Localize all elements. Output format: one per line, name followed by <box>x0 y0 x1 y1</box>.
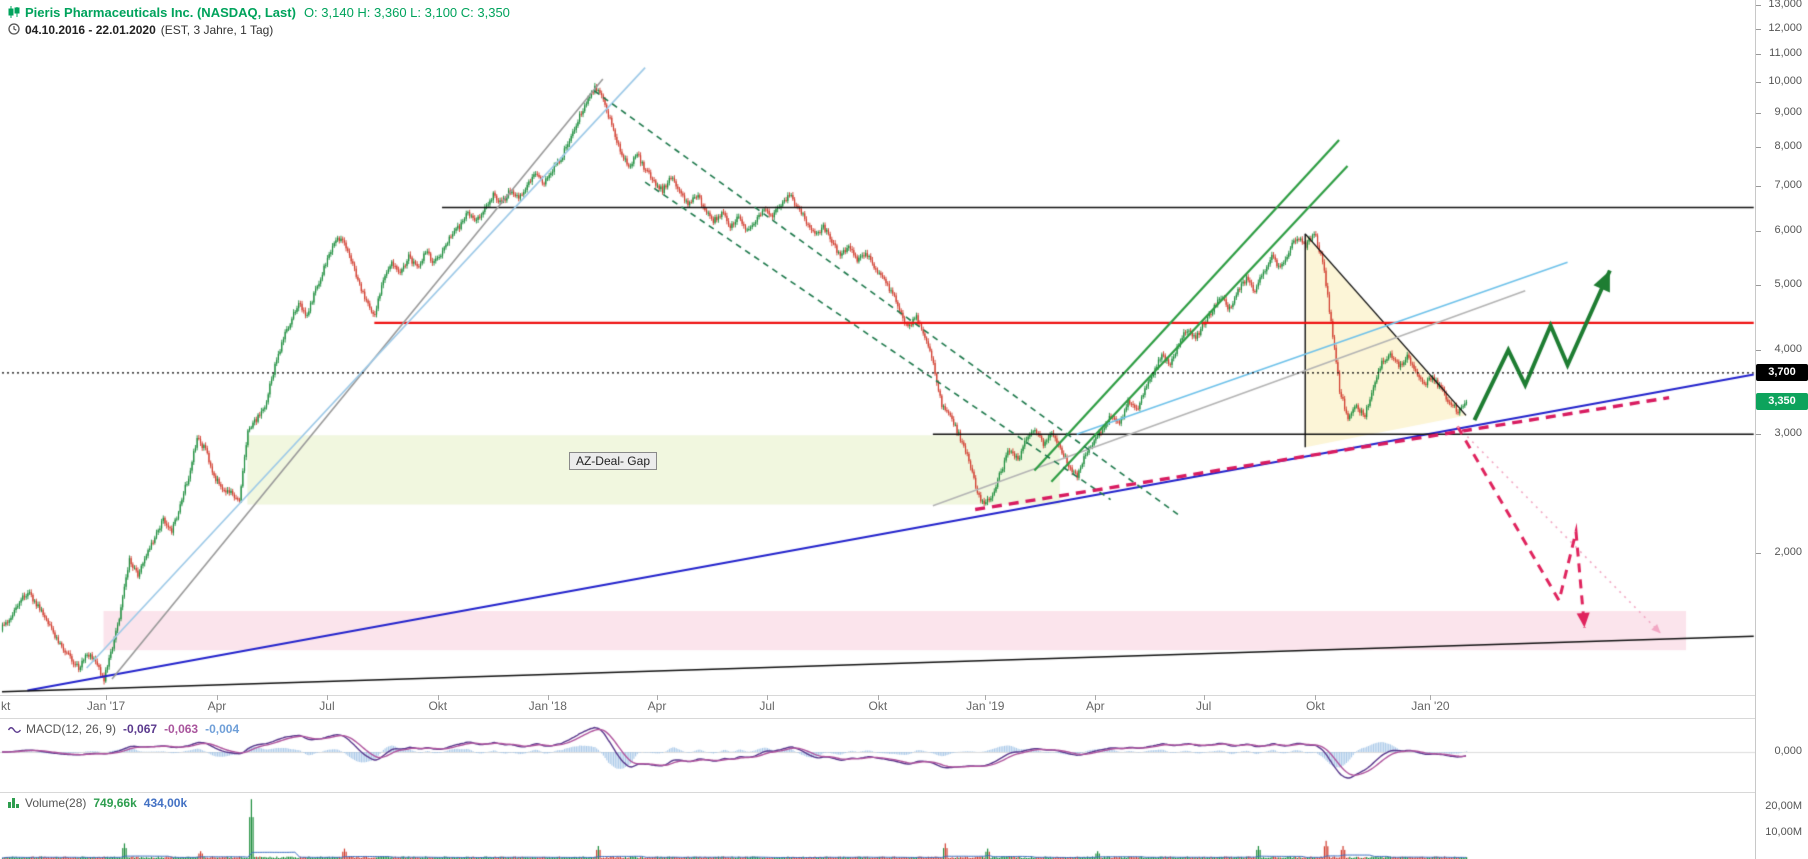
macd-value: -0,067 <box>123 722 158 736</box>
x-axis-tick <box>438 695 439 700</box>
date-range: 04.10.2016 - 22.01.2020 <box>25 23 156 37</box>
y-axis-label: 2,000 <box>1774 545 1802 558</box>
y-axis-tick <box>1756 82 1761 83</box>
x-axis-label: Jan '19 <box>966 699 1005 713</box>
y-axis-tick <box>1756 147 1761 148</box>
macd-signal-value: -0,063 <box>164 722 199 736</box>
y-axis-tick <box>1756 5 1761 6</box>
y-axis-label: 3,000 <box>1774 427 1802 440</box>
x-axis-label: Apr <box>1086 699 1105 713</box>
x-axis-label: Okt <box>868 699 888 713</box>
x-axis-label: Jan '18 <box>528 699 567 713</box>
macd-legend: MACD(12, 26, 9) -0,067 -0,063 -0,004 <box>7 722 240 737</box>
x-axis-label: Jan '20 <box>1411 699 1450 713</box>
x-axis-label: Okt <box>428 699 448 713</box>
xaxis-macd-separator <box>0 718 1808 719</box>
macd-axis-label: 0,000 <box>1774 745 1802 757</box>
x-axis-tick <box>878 695 879 700</box>
date-range-legend: 04.10.2016 - 22.01.2020 (EST, 3 Jahre, 1 … <box>8 23 273 38</box>
volume-ma-value: 434,00k <box>143 796 188 810</box>
x-axis-label: Jul <box>759 699 775 713</box>
volume-value: 749,66k <box>93 796 137 810</box>
x-axis-label: Jan '17 <box>86 699 126 713</box>
y-axis-tick <box>1756 350 1761 351</box>
x-axis-tick <box>1095 695 1096 700</box>
macd-indicator-canvas[interactable] <box>0 718 1755 792</box>
x-axis-label: Apr <box>647 699 667 713</box>
y-axis-label: 12,000 <box>1768 21 1802 34</box>
y-axis-label: 5,000 <box>1774 277 1802 290</box>
clock-icon <box>8 23 20 38</box>
x-axis-tick <box>1430 695 1431 700</box>
instrument-legend: Pieris Pharmaceuticals Inc. (NASDAQ, Las… <box>8 5 510 21</box>
y-axis-tick <box>1756 285 1761 286</box>
macd-volume-separator <box>0 792 1808 793</box>
macd-hist-value: -0,004 <box>205 722 240 736</box>
x-axis-label: Jul <box>1195 699 1212 713</box>
volume-bars-icon <box>8 797 20 811</box>
instrument-title: Pieris Pharmaceuticals Inc. (NASDAQ, Las… <box>25 5 296 20</box>
x-axis-tick <box>985 695 986 700</box>
y-axis-tick <box>1756 553 1761 554</box>
y-axis-label: 7,000 <box>1774 179 1802 192</box>
y-axis-tick <box>1756 54 1761 55</box>
y-axis-label: 6,000 <box>1774 224 1802 237</box>
ohlc-values: O: 3,140 H: 3,360 L: 3,100 C: 3,350 <box>303 5 510 20</box>
x-axis-tick <box>217 695 218 700</box>
x-axis-label: kt <box>1 699 11 713</box>
y-axis-tick <box>1756 113 1761 114</box>
volume-indicator-canvas[interactable] <box>0 792 1755 859</box>
y-axis-label: 13,000 <box>1768 0 1802 11</box>
y-axis-label: 10,000 <box>1768 74 1802 87</box>
y-axis-tick <box>1756 186 1761 187</box>
x-axis-tick <box>327 695 328 700</box>
volume-axis-label: 10,00M <box>1765 826 1802 838</box>
price-chart-canvas[interactable] <box>0 0 1755 695</box>
y-axis-label: 9,000 <box>1774 105 1802 118</box>
alert-price-tag[interactable]: 3,700 <box>1756 363 1808 381</box>
x-axis-label: Apr <box>207 699 227 713</box>
y-axis-tick <box>1756 434 1761 435</box>
y-axis-label: 4,000 <box>1774 343 1802 356</box>
volume-axis-label: 20,00M <box>1765 800 1802 812</box>
last-price-tag[interactable]: 3,350 <box>1756 392 1808 410</box>
candlestick-icon <box>8 6 20 21</box>
x-axis-tick <box>767 695 768 700</box>
x-axis-tick <box>657 695 658 700</box>
yaxis-separator <box>1755 0 1756 859</box>
y-axis-label: 8,000 <box>1774 140 1802 153</box>
x-axis-tick <box>1204 695 1205 700</box>
volume-label: Volume(28) <box>25 796 87 810</box>
price-xaxis-separator <box>0 695 1808 696</box>
y-axis-tick <box>1756 231 1761 232</box>
gap-annotation-label[interactable]: AZ-Deal- Gap <box>568 451 657 470</box>
x-axis-tick <box>106 695 107 700</box>
y-axis-tick <box>1756 29 1761 30</box>
x-axis-tick <box>548 695 549 700</box>
x-axis-tick <box>1315 695 1316 700</box>
x-axis-label: Okt <box>1306 699 1325 713</box>
macd-label: MACD(12, 26, 9) <box>26 722 117 736</box>
timeframe: (EST, 3 Jahre, 1 Tag) <box>160 23 274 37</box>
volume-legend: Volume(28) 749,66k 434,00k <box>8 796 187 811</box>
y-axis[interactable]: 13,000 12,000 11,000 10,000 9,000 8,000 7,000 6… <box>1756 0 1808 859</box>
x-axis-label: Jul <box>319 699 335 713</box>
y-axis-label: 11,000 <box>1769 47 1802 60</box>
macd-line-icon <box>7 723 22 737</box>
